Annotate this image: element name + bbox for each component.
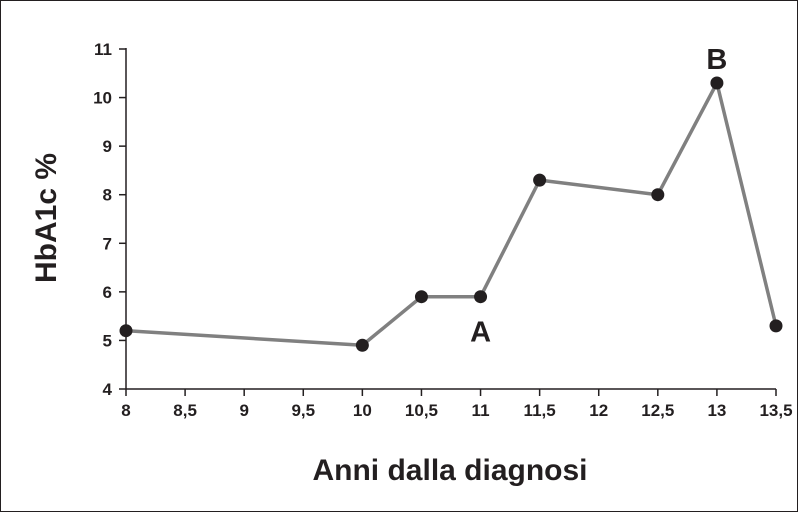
data-point <box>474 290 488 304</box>
x-tick-label: 10 <box>353 401 372 420</box>
y-ticks: 4 5 6 7 8 9 10 11 <box>93 40 126 399</box>
x-tick-label: 9,5 <box>291 401 315 420</box>
y-tick-label: 9 <box>103 137 112 156</box>
x-tick-label: 8,5 <box>173 401 197 420</box>
x-tick-label: 12,5 <box>641 401 674 420</box>
x-tick-label: 13 <box>707 401 726 420</box>
series-line <box>125 81 778 348</box>
data-points <box>119 76 783 352</box>
y-tick-label: 10 <box>93 89 112 108</box>
x-tick-label: 11 <box>472 401 490 420</box>
x-tick-label: 9 <box>239 401 248 420</box>
y-tick-label: 7 <box>103 234 112 253</box>
annotations: AB <box>470 44 727 349</box>
x-ticks: 8 8,5 9 9,5 10 10,5 11 11,5 12 12,5 13 13,5 <box>121 389 793 420</box>
x-tick-label: 8 <box>121 401 130 420</box>
x-tick-label: 12 <box>589 401 608 420</box>
data-point <box>414 290 428 304</box>
y-tick-label: 11 <box>94 40 112 59</box>
data-point <box>651 188 665 202</box>
x-tick-label: 13,5 <box>759 401 792 420</box>
x-tick-label: 11,5 <box>524 401 556 420</box>
x-axis-title: Anni dalla diagnosi <box>312 454 587 487</box>
annotation-label: B <box>706 44 727 76</box>
x-tick-label: 10,5 <box>405 401 438 420</box>
data-point <box>710 76 724 90</box>
data-point <box>119 324 133 338</box>
y-tick-label: 6 <box>103 283 112 302</box>
data-point <box>355 338 369 352</box>
y-tick-label: 8 <box>103 186 112 205</box>
y-tick-label: 4 <box>103 380 113 399</box>
data-point <box>533 173 547 187</box>
y-tick-label: 5 <box>103 331 112 350</box>
data-point <box>769 319 783 333</box>
annotation-label: A <box>470 317 491 349</box>
y-axis-title: HbA1c % <box>30 153 63 283</box>
